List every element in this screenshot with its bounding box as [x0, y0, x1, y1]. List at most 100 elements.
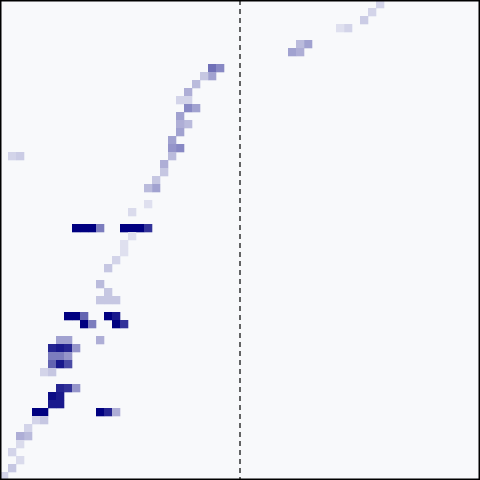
heatmap-cell [64, 352, 73, 361]
heatmap-cell [176, 112, 185, 121]
heatmap-cell [184, 88, 193, 97]
heatmap-cell [96, 296, 105, 305]
heatmap-cell [296, 40, 305, 49]
heatmap-cell [112, 256, 121, 265]
heatmap-cell [104, 408, 113, 417]
heatmap-cell [192, 104, 201, 113]
heatmap-cell [16, 152, 25, 161]
heatmap-cell [0, 472, 9, 480]
heatmap-cells [0, 0, 385, 480]
heatmap-cell [64, 384, 73, 393]
heatmap-cell [56, 344, 65, 353]
heatmap-cell [24, 432, 33, 441]
heatmap-cell [144, 224, 153, 233]
heatmap-cell [128, 224, 137, 233]
heatmap-cell [112, 296, 121, 305]
heatmap-cell [184, 120, 193, 129]
heatmap-cell [40, 368, 49, 377]
heatmap-cell [8, 448, 17, 457]
heatmap-cell [8, 464, 17, 473]
heatmap-cell [40, 416, 49, 425]
heatmap-cell [48, 400, 57, 409]
heatmap-cell [336, 24, 345, 33]
heatmap-cell [80, 320, 89, 329]
heatmap-cell [48, 360, 57, 369]
heatmap-cell [144, 184, 153, 193]
heatmap-cell [136, 224, 145, 233]
heatmap-cell [120, 320, 129, 329]
heatmap-cell [120, 248, 129, 257]
heatmap-cell [160, 160, 169, 169]
heatmap-cell [192, 80, 201, 89]
heatmap-cell [112, 320, 121, 329]
heatmap-cell [64, 344, 73, 353]
heatmap-cell [168, 152, 177, 161]
heatmap-cell [208, 72, 217, 81]
heatmap-cell [216, 64, 225, 73]
heatmap-cell [16, 456, 25, 465]
heatmap-cell [64, 312, 73, 321]
heatmap-cell [96, 336, 105, 345]
heatmap-cell [104, 296, 113, 305]
heatmap-cell [128, 208, 137, 217]
heatmap-cell [288, 48, 297, 57]
heatmap-cell [104, 264, 113, 273]
heatmap-cell [32, 408, 41, 417]
heatmap-cell [96, 280, 105, 289]
heatmap-cell [176, 120, 185, 129]
heatmap-cell [368, 8, 377, 17]
heatmap-cell [48, 392, 57, 401]
heatmap-cell [8, 152, 17, 161]
heatmap-cell [48, 352, 57, 361]
heatmap-cell [56, 392, 65, 401]
heatmap-cell [64, 360, 73, 369]
heatmap-cell [88, 224, 97, 233]
heatmap-cell [16, 440, 25, 449]
heatmap-cell [72, 384, 81, 393]
heatmap-cell [72, 312, 81, 321]
heatmap-cell [56, 400, 65, 409]
heatmap-cell [168, 136, 177, 145]
heatmap-cell [208, 64, 217, 73]
heatmap-cell [184, 96, 193, 105]
heatmap-cell [48, 344, 57, 353]
heatmap-cell [160, 168, 169, 177]
heatmap-cell [88, 320, 97, 329]
heatmap-cell [96, 224, 105, 233]
heatmap-cell [112, 312, 121, 321]
heatmap-cell [96, 408, 105, 417]
heatmap-cell [296, 48, 305, 57]
heatmap-cell [184, 104, 193, 113]
heatmap-cell [200, 72, 209, 81]
heatmap-cell [80, 224, 89, 233]
heatmap-cell [128, 232, 137, 241]
heatmap-cell [120, 240, 129, 249]
heatmap-cell [56, 360, 65, 369]
heatmap-cell [32, 416, 41, 425]
heatmap-cell [24, 424, 33, 433]
heatmap-cell [48, 368, 57, 377]
heatmap-cell [176, 96, 185, 105]
heatmap-cell [16, 432, 25, 441]
heatmap-cell [344, 24, 353, 33]
heatmap-cell [104, 288, 113, 297]
heatmap-cell [176, 144, 185, 153]
heatmap-cell [360, 16, 369, 25]
heatmap-cell [152, 176, 161, 185]
heatmap-cell [376, 0, 385, 9]
heatmap-cell [56, 384, 65, 393]
heatmap-cell [120, 224, 129, 233]
heatmap-cell [104, 312, 113, 321]
heatmap-cell [40, 408, 49, 417]
heatmap-cell [72, 224, 81, 233]
heatmap-cell [176, 128, 185, 137]
heatmap-cell [304, 40, 313, 49]
heatmap-cell [56, 352, 65, 361]
heatmap-cell [168, 144, 177, 153]
heatmap-cell [152, 184, 161, 193]
heatmap-cell [80, 312, 89, 321]
heatmap-cell [112, 408, 121, 417]
heatmap-cell [144, 200, 153, 209]
